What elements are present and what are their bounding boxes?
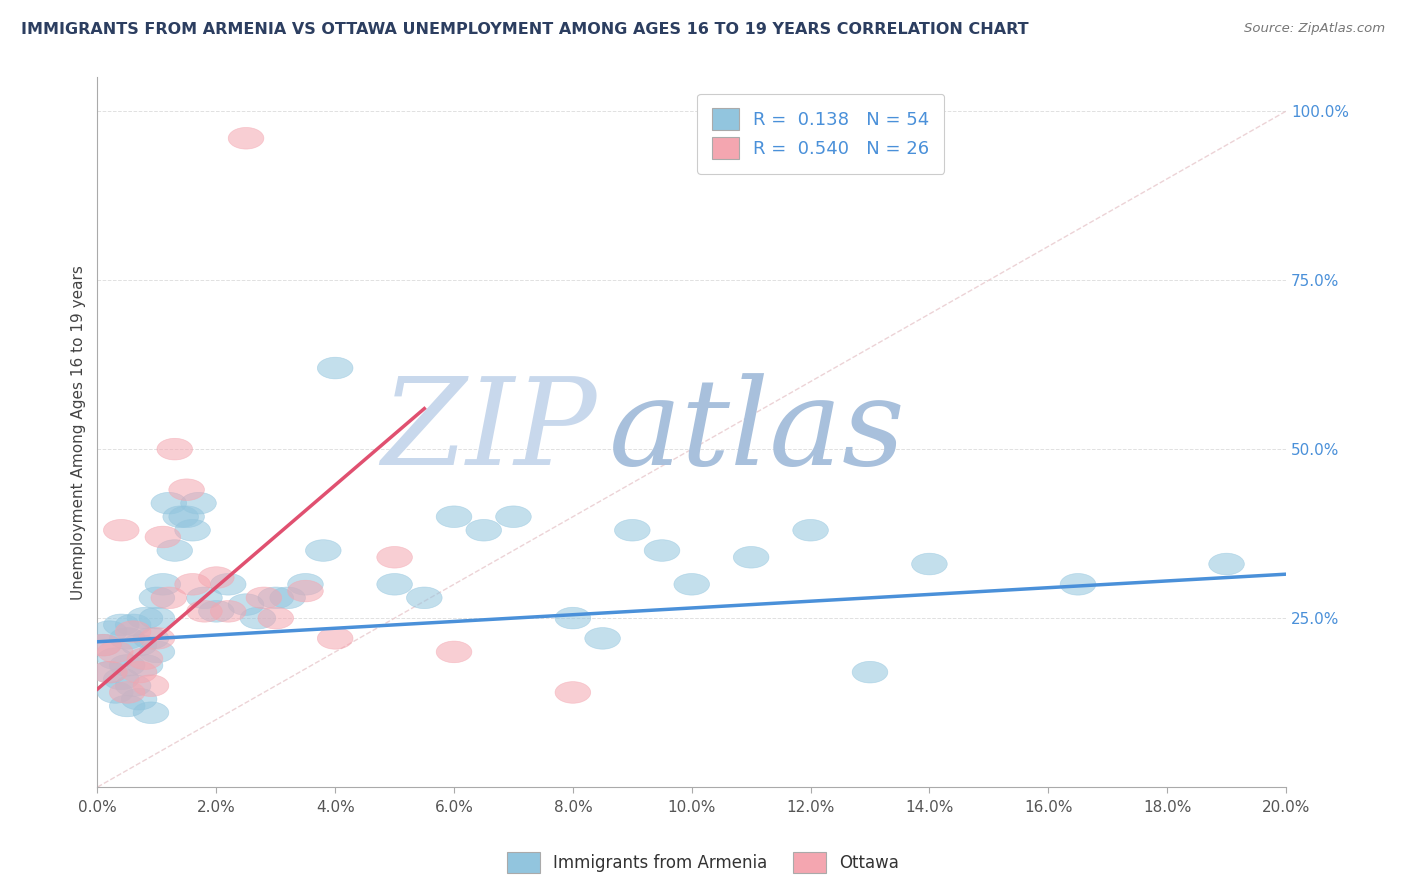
Ellipse shape xyxy=(228,594,264,615)
Ellipse shape xyxy=(169,506,204,527)
Ellipse shape xyxy=(104,519,139,541)
Text: Source: ZipAtlas.com: Source: ZipAtlas.com xyxy=(1244,22,1385,36)
Ellipse shape xyxy=(139,587,174,608)
Ellipse shape xyxy=(97,641,134,663)
Ellipse shape xyxy=(157,540,193,561)
Ellipse shape xyxy=(734,547,769,568)
Ellipse shape xyxy=(115,614,150,636)
Ellipse shape xyxy=(614,519,650,541)
Ellipse shape xyxy=(110,628,145,649)
Ellipse shape xyxy=(318,357,353,379)
Ellipse shape xyxy=(115,621,150,642)
Ellipse shape xyxy=(134,628,169,649)
Ellipse shape xyxy=(198,600,235,622)
Y-axis label: Unemployment Among Ages 16 to 19 years: Unemployment Among Ages 16 to 19 years xyxy=(72,265,86,599)
Ellipse shape xyxy=(318,628,353,649)
Ellipse shape xyxy=(211,574,246,595)
Ellipse shape xyxy=(377,574,412,595)
Ellipse shape xyxy=(163,506,198,527)
Ellipse shape xyxy=(240,607,276,629)
Ellipse shape xyxy=(436,506,472,527)
Ellipse shape xyxy=(104,614,139,636)
Ellipse shape xyxy=(121,661,157,683)
Ellipse shape xyxy=(127,655,163,676)
Ellipse shape xyxy=(181,492,217,514)
Ellipse shape xyxy=(104,668,139,690)
Ellipse shape xyxy=(150,587,187,608)
Ellipse shape xyxy=(91,621,127,642)
Ellipse shape xyxy=(127,607,163,629)
Legend: Immigrants from Armenia, Ottawa: Immigrants from Armenia, Ottawa xyxy=(501,846,905,880)
Text: ZIP: ZIP xyxy=(381,374,596,491)
Text: atlas: atlas xyxy=(609,374,905,491)
Ellipse shape xyxy=(121,689,157,710)
Ellipse shape xyxy=(110,655,145,676)
Ellipse shape xyxy=(91,661,127,683)
Ellipse shape xyxy=(139,628,174,649)
Ellipse shape xyxy=(86,634,121,656)
Ellipse shape xyxy=(377,547,412,568)
Ellipse shape xyxy=(211,600,246,622)
Ellipse shape xyxy=(139,607,174,629)
Ellipse shape xyxy=(673,574,710,595)
Ellipse shape xyxy=(134,675,169,697)
Ellipse shape xyxy=(246,587,281,608)
Ellipse shape xyxy=(852,661,887,683)
Ellipse shape xyxy=(257,587,294,608)
Ellipse shape xyxy=(1060,574,1095,595)
Ellipse shape xyxy=(150,492,187,514)
Ellipse shape xyxy=(270,587,305,608)
Ellipse shape xyxy=(288,574,323,595)
Ellipse shape xyxy=(110,681,145,703)
Ellipse shape xyxy=(174,519,211,541)
Ellipse shape xyxy=(157,438,193,460)
Ellipse shape xyxy=(305,540,342,561)
Ellipse shape xyxy=(187,600,222,622)
Ellipse shape xyxy=(911,553,948,574)
Ellipse shape xyxy=(174,574,211,595)
Ellipse shape xyxy=(555,681,591,703)
Ellipse shape xyxy=(644,540,681,561)
Text: IMMIGRANTS FROM ARMENIA VS OTTAWA UNEMPLOYMENT AMONG AGES 16 TO 19 YEARS CORRELA: IMMIGRANTS FROM ARMENIA VS OTTAWA UNEMPL… xyxy=(21,22,1029,37)
Ellipse shape xyxy=(288,581,323,602)
Ellipse shape xyxy=(134,702,169,723)
Legend: R =  0.138   N = 54, R =  0.540   N = 26: R = 0.138 N = 54, R = 0.540 N = 26 xyxy=(697,94,945,174)
Ellipse shape xyxy=(257,607,294,629)
Ellipse shape xyxy=(145,574,181,595)
Ellipse shape xyxy=(555,607,591,629)
Ellipse shape xyxy=(187,587,222,608)
Ellipse shape xyxy=(121,634,157,656)
Ellipse shape xyxy=(97,681,134,703)
Ellipse shape xyxy=(115,675,150,697)
Ellipse shape xyxy=(198,566,235,589)
Ellipse shape xyxy=(465,519,502,541)
Ellipse shape xyxy=(145,526,181,548)
Ellipse shape xyxy=(496,506,531,527)
Ellipse shape xyxy=(169,479,204,500)
Ellipse shape xyxy=(86,634,121,656)
Ellipse shape xyxy=(1209,553,1244,574)
Ellipse shape xyxy=(793,519,828,541)
Ellipse shape xyxy=(406,587,441,608)
Ellipse shape xyxy=(127,648,163,670)
Ellipse shape xyxy=(110,695,145,717)
Ellipse shape xyxy=(436,641,472,663)
Ellipse shape xyxy=(91,661,127,683)
Ellipse shape xyxy=(97,648,134,670)
Ellipse shape xyxy=(139,641,174,663)
Ellipse shape xyxy=(228,128,264,149)
Ellipse shape xyxy=(585,628,620,649)
